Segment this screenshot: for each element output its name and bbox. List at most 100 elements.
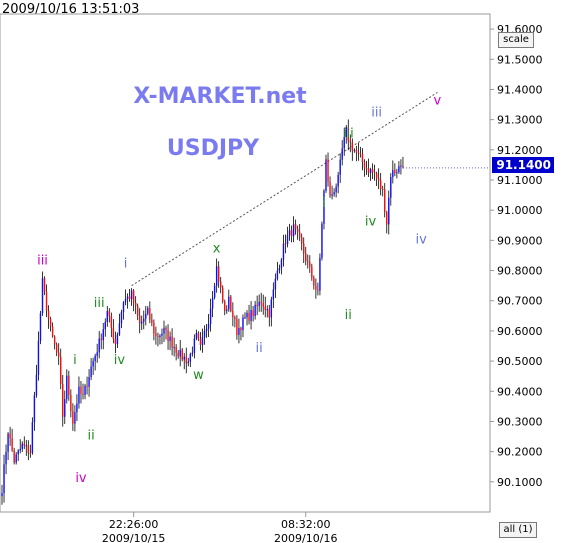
candle-body bbox=[43, 278, 46, 292]
candle-body bbox=[236, 319, 238, 335]
candle-body bbox=[266, 309, 268, 311]
candle-body bbox=[193, 338, 196, 353]
candle-body bbox=[147, 308, 149, 314]
candle-body bbox=[379, 180, 382, 189]
candle-body bbox=[60, 356, 62, 384]
candle-body bbox=[1, 493, 3, 497]
candle-body bbox=[53, 336, 56, 345]
candle-body bbox=[278, 267, 281, 271]
candle-body bbox=[381, 188, 384, 190]
candle-body bbox=[238, 328, 240, 335]
candle-body bbox=[179, 349, 181, 357]
candle-body bbox=[373, 172, 376, 174]
candle-body bbox=[300, 237, 303, 244]
y-tick-label: 90.3000 bbox=[497, 415, 543, 428]
candle-body bbox=[102, 329, 104, 341]
candle-body bbox=[290, 230, 293, 237]
trend-line bbox=[131, 92, 438, 287]
all-series-button[interactable]: all (1) bbox=[499, 522, 537, 538]
candle-body bbox=[78, 386, 80, 404]
candle-body bbox=[96, 352, 98, 356]
candle-body bbox=[175, 346, 177, 353]
candle-body bbox=[353, 149, 356, 151]
y-tick-label: 90.1000 bbox=[497, 476, 543, 489]
y-tick-label: 91.4000 bbox=[497, 83, 543, 96]
candle-body bbox=[215, 266, 218, 286]
candle-body bbox=[17, 450, 19, 455]
chart-timestamp: 2009/10/16 13:51:03 bbox=[2, 2, 140, 17]
candle-body bbox=[130, 290, 133, 300]
candle-body bbox=[359, 152, 362, 155]
y-tick-label: 91.2000 bbox=[497, 144, 543, 157]
candle-body bbox=[143, 318, 145, 322]
candle-body bbox=[29, 452, 32, 454]
wave-label: ii bbox=[256, 341, 263, 356]
candle-body bbox=[230, 296, 232, 312]
candle-body bbox=[185, 356, 187, 364]
wave-label: iii bbox=[343, 127, 354, 142]
candle-body bbox=[240, 328, 242, 331]
candle-body bbox=[228, 296, 230, 310]
candle-body bbox=[173, 346, 175, 348]
candle-body bbox=[161, 333, 163, 336]
candle-body bbox=[11, 438, 13, 451]
candle-body bbox=[134, 302, 137, 306]
candle-body bbox=[100, 338, 102, 341]
scale-button[interactable]: scale bbox=[498, 32, 534, 48]
candle-body bbox=[284, 243, 287, 245]
candle-body bbox=[153, 322, 155, 334]
candle-body bbox=[76, 403, 78, 413]
candle-body bbox=[288, 230, 291, 236]
candle-body bbox=[201, 337, 204, 345]
candle-body bbox=[307, 261, 309, 263]
candle-body bbox=[343, 136, 345, 149]
wave-label: iv bbox=[114, 353, 126, 368]
candle-body bbox=[250, 310, 252, 321]
candle-body bbox=[280, 259, 283, 268]
candle-body bbox=[398, 166, 400, 173]
candle-body bbox=[159, 335, 161, 338]
candle-body bbox=[313, 277, 315, 286]
wave-label: w bbox=[193, 368, 204, 383]
candle-body bbox=[120, 312, 123, 324]
candle-body bbox=[298, 232, 301, 238]
candle-body bbox=[286, 235, 289, 245]
candle-body bbox=[321, 223, 323, 258]
candle-body bbox=[37, 341, 40, 375]
y-tick-label: 90.6000 bbox=[497, 325, 543, 338]
candle-body bbox=[149, 308, 151, 320]
candle-body bbox=[292, 224, 295, 237]
candle-body bbox=[309, 262, 311, 267]
candle-body bbox=[396, 172, 398, 174]
wave-label: iii bbox=[37, 254, 48, 269]
candle-body bbox=[217, 266, 220, 282]
wave-label: i bbox=[124, 257, 128, 272]
candle-body bbox=[171, 336, 173, 348]
candle-body bbox=[155, 333, 157, 337]
candle-body bbox=[323, 190, 325, 224]
candle-body bbox=[390, 177, 392, 198]
candle-body bbox=[357, 152, 360, 154]
candle-body bbox=[138, 315, 141, 324]
candle-body bbox=[51, 326, 54, 337]
candle-body bbox=[294, 224, 297, 230]
candle-body bbox=[108, 311, 111, 316]
candle-body bbox=[177, 352, 179, 357]
candle-body bbox=[260, 301, 262, 304]
candle-body bbox=[45, 291, 48, 311]
candle-body bbox=[92, 360, 94, 367]
candle-body bbox=[122, 302, 125, 313]
candle-body bbox=[256, 304, 258, 307]
candle-body bbox=[169, 336, 171, 342]
candle-body bbox=[351, 142, 354, 151]
candle-body bbox=[377, 178, 380, 181]
candle-body bbox=[39, 313, 42, 342]
y-tick-label: 90.7000 bbox=[497, 295, 543, 308]
wave-label: iv bbox=[416, 232, 428, 247]
candle-body bbox=[183, 356, 185, 360]
candle-body bbox=[392, 170, 394, 178]
candle-body bbox=[9, 433, 11, 439]
candle-body bbox=[187, 361, 190, 364]
candle-body bbox=[369, 169, 372, 173]
